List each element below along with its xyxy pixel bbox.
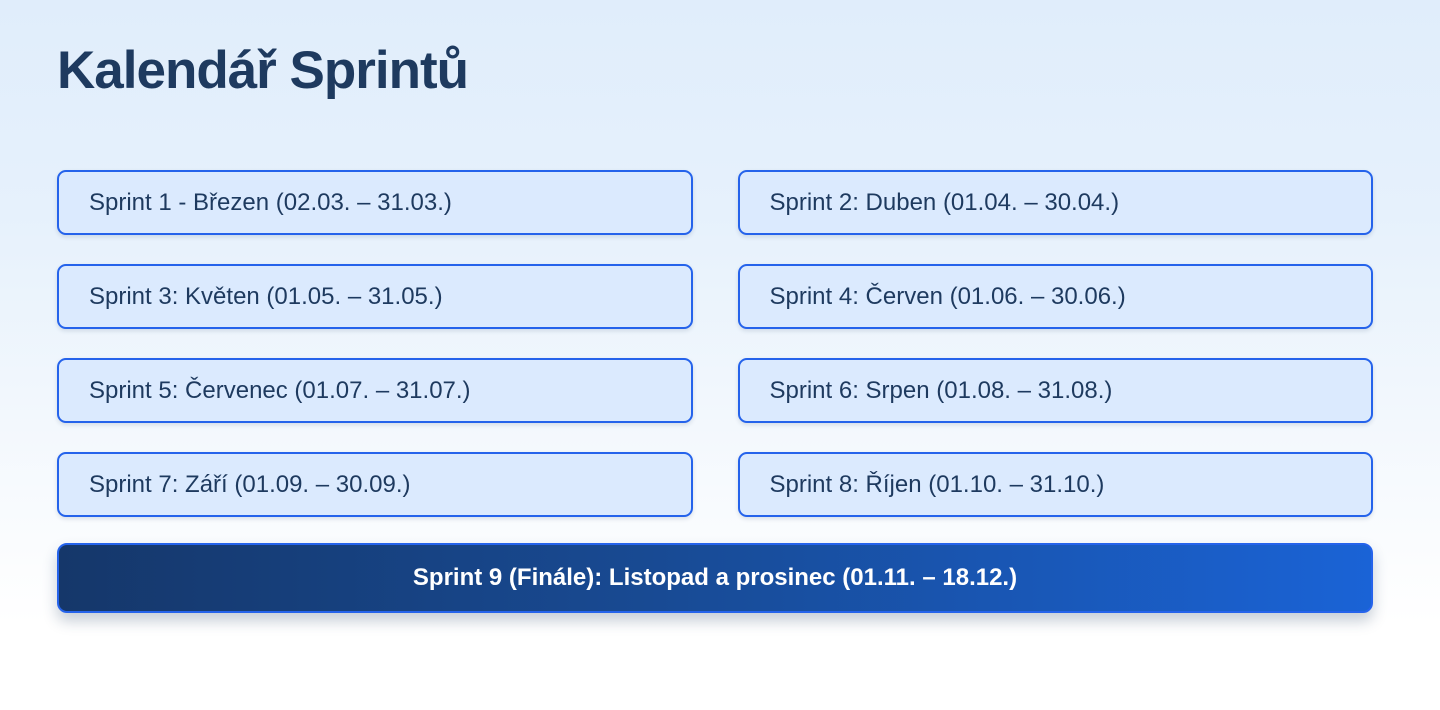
sprint-card-6[interactable]: Sprint 6: Srpen (01.08. – 31.08.) — [737, 358, 1373, 424]
page-title: Kalendář Sprintů — [57, 41, 469, 100]
sprint-card-label: Sprint 6: Srpen (01.08. – 31.08.) — [769, 376, 1113, 404]
sprint-card-label: Sprint 4: Červen (01.06. – 30.06.) — [769, 282, 1126, 310]
sprint-card-label: Sprint 1 - Březen (02.03. – 31.03.) — [89, 188, 452, 216]
sprint-card-label: Sprint 2: Duben (01.04. – 30.04.) — [769, 188, 1120, 216]
sprint-card-label: Sprint 8: Říjen (01.10. – 31.10.) — [769, 470, 1105, 498]
sprint-grid: Sprint 1 - Březen (02.03. – 31.03.) Spri… — [57, 170, 1373, 614]
sprint-card-8[interactable]: Sprint 8: Říjen (01.10. – 31.10.) — [737, 452, 1373, 518]
sprint-card-1[interactable]: Sprint 1 - Březen (02.03. – 31.03.) — [57, 170, 693, 236]
sprint-card-label: Sprint 5: Červenec (01.07. – 31.07.) — [89, 376, 471, 404]
sprint-card-3[interactable]: Sprint 3: Květen (01.05. – 31.05.) — [57, 264, 693, 330]
sprint-card-label: Sprint 7: Září (01.09. – 30.09.) — [89, 470, 411, 498]
sprint-card-5[interactable]: Sprint 5: Červenec (01.07. – 31.07.) — [57, 358, 693, 424]
sprint-card-7[interactable]: Sprint 7: Září (01.09. – 30.09.) — [57, 452, 693, 518]
sprint-card-4[interactable]: Sprint 4: Červen (01.06. – 30.06.) — [737, 264, 1373, 330]
sprint-calendar-page: Kalendář Sprintů Sprint 1 - Březen (02.0… — [57, 41, 1373, 614]
sprint-card-2[interactable]: Sprint 2: Duben (01.04. – 30.04.) — [737, 170, 1373, 236]
sprint-card-label: Sprint 3: Květen (01.05. – 31.05.) — [89, 282, 443, 310]
sprint-card-label: Sprint 9 (Finále): Listopad a prosinec (… — [412, 564, 1018, 592]
sprint-card-9-final[interactable]: Sprint 9 (Finále): Listopad a prosinec (… — [57, 543, 1373, 614]
